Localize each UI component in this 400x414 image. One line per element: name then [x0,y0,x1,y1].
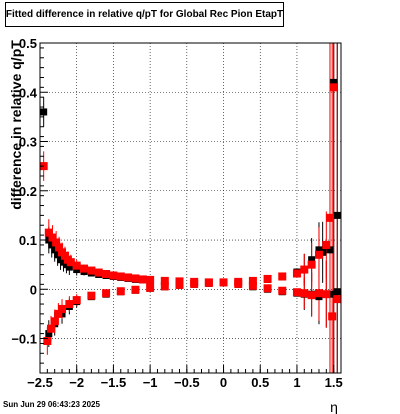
x-tick-label: −1.5 [101,375,127,390]
x-tick-label: 1.5 [325,375,343,390]
data-point [51,246,59,254]
ticks-layer [39,42,342,373]
data-point [131,285,140,294]
data-point [80,264,89,273]
data-point [326,246,334,254]
x-tick-label: −1 [143,375,158,390]
x-tick-label: −2 [69,375,84,390]
data-point [175,280,184,289]
x-tick-label: 0 [220,375,227,390]
tick-labels-layer: −2.5 −2 −1.5 −1 −0.5 0 0.5 1 1.5 −0.1 0 0.1 0.2 0.3 0.… [11,36,342,390]
data-point [138,275,147,284]
data-point [329,83,338,92]
data-point [325,213,334,222]
data-point [330,78,338,86]
data-point [44,228,53,237]
data-point [94,268,103,277]
data-point [146,283,155,292]
y-tick-label: −0.1 [11,332,37,347]
data-point [55,243,64,252]
data-point [292,288,301,297]
data-point [72,296,81,305]
data-point [333,211,341,219]
data-point [109,271,118,280]
data-point [307,291,316,300]
data-point [58,304,67,313]
data-point [87,291,96,300]
data-point [330,290,338,298]
data-point [131,274,140,283]
data-point [160,282,169,291]
data-point [54,251,62,259]
data-point [314,289,323,298]
data-point [116,272,125,281]
data-point [160,276,169,285]
x-tick-label: −2.5 [27,375,53,390]
y-axis-label: difference in relative q/pT [8,40,24,210]
data-point [54,309,63,318]
data-point [219,278,228,287]
data-point [307,260,316,269]
data-point [263,274,272,283]
data-point [72,261,81,270]
data-point [146,275,155,284]
data-point [43,336,52,345]
y-tick-label: 0.3 [19,135,37,150]
data-point [116,287,125,296]
data-point [278,286,287,295]
plot-frame [39,42,342,374]
data-point [65,300,74,309]
data-point [263,284,272,293]
data-point [333,295,342,304]
data-point [65,263,73,271]
data-point [314,250,323,259]
data-point [234,279,243,288]
data-point [102,289,111,298]
x-axis-label: η [330,399,338,414]
data-point [328,312,337,321]
data-point [333,288,341,296]
y-tick-label: 0.1 [19,233,37,248]
x-tick-label: −0.5 [174,375,200,390]
data-point [102,270,111,278]
grid-layer [40,43,341,373]
data-point [45,330,53,338]
data-point [300,289,309,298]
data-point [204,278,213,287]
data-point [52,238,61,247]
y-tick-label: 0 [30,282,37,297]
data-point [248,281,257,290]
y-tick-label: 0.5 [19,36,37,51]
y-tick-label: 0.4 [19,85,38,100]
data-point [124,273,133,282]
data-points-layer [39,78,342,345]
chart-title: Fitted difference in relative q/pT for G… [5,2,284,27]
data-point [300,265,309,274]
data-point [315,246,323,254]
x-tick-label: 1 [293,375,300,390]
data-point [248,276,257,285]
data-point [48,241,56,249]
data-point [322,240,331,249]
data-point [292,269,301,278]
data-point [278,272,287,281]
data-point [87,266,96,275]
data-point [66,258,75,267]
data-point [40,108,48,116]
timestamp-footer: Sun Jun 29 06:43:23 2025 [3,400,100,409]
data-point [190,279,199,288]
data-point [322,290,331,299]
data-point [50,317,59,326]
data-point [47,324,56,333]
y-tick-label: 0.2 [19,184,37,199]
data-point [48,233,57,242]
data-point [308,256,316,264]
x-tick-label: 0.5 [251,375,269,390]
